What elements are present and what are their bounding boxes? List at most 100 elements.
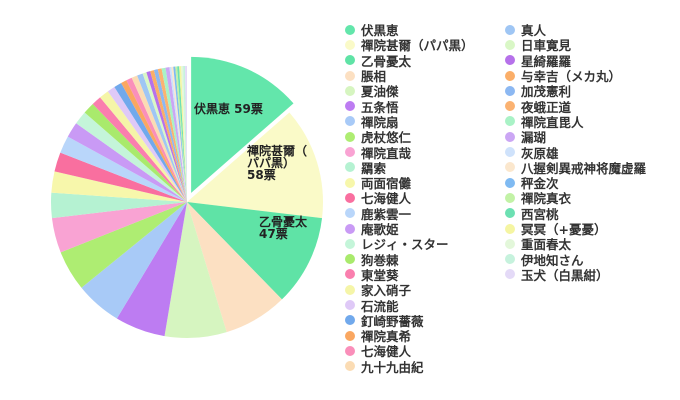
legend-item: レジィ・スター	[345, 236, 474, 253]
legend-swatch-icon	[505, 131, 515, 142]
legend-label: 秤金次	[521, 176, 559, 192]
legend-label: 星綺羅羅	[521, 53, 572, 69]
pie-slice[interactable]	[164, 202, 227, 339]
pie-slice[interactable]	[84, 103, 187, 202]
pie-slice[interactable]	[54, 152, 188, 202]
pie-slice[interactable]	[187, 202, 282, 333]
pie-slice[interactable]	[161, 67, 187, 203]
pie-slice[interactable]	[153, 69, 187, 203]
pie-slice[interactable]	[67, 123, 187, 202]
pie-slice[interactable]	[165, 67, 187, 203]
legend-label: 玉犬（白黒紺）	[521, 267, 609, 283]
pie-slice[interactable]	[76, 112, 187, 202]
legend-label: 西宮桃	[521, 206, 559, 222]
legend-swatch-icon	[505, 208, 515, 219]
pie-slice[interactable]	[173, 66, 187, 202]
legend-item: 脹相	[345, 68, 474, 85]
legend-swatch-icon	[345, 223, 355, 234]
legend-swatch-icon	[505, 70, 515, 81]
pie-slice-label: 伏黒恵 59票	[194, 102, 263, 116]
legend-item: 秤金次	[505, 175, 646, 192]
legend-swatch-icon	[505, 116, 515, 127]
legend-label: 伏黒恵	[361, 23, 399, 39]
legend-swatch-icon	[505, 39, 515, 50]
pie-slice[interactable]	[142, 72, 187, 203]
pie-slice[interactable]	[50, 192, 187, 219]
legend-label: レジィ・スター	[361, 237, 449, 253]
pie-slice[interactable]	[179, 66, 187, 202]
legend-label: 庵歌姫	[361, 222, 399, 238]
legend-swatch-icon	[345, 147, 355, 158]
legend-label: 真人	[521, 23, 547, 39]
legend-swatch-icon	[345, 192, 355, 203]
legend-label: 鹿紫雲一	[361, 206, 412, 222]
pie-slice[interactable]	[116, 202, 187, 337]
legend-swatch-icon	[505, 24, 515, 35]
legend-swatch-icon	[345, 131, 355, 142]
legend-swatch-icon	[345, 361, 355, 372]
legend-swatch-icon	[505, 192, 515, 203]
legend-item: 禪院真衣	[505, 190, 646, 206]
legend-item: 五条悟	[345, 98, 474, 115]
legend-swatch-icon	[345, 330, 355, 341]
pie-slice[interactable]	[183, 66, 187, 202]
legend-item: 漏瑚	[505, 129, 646, 145]
legend-item: 八握剣異戒神将魔虚羅	[505, 160, 646, 176]
pie-slice[interactable]	[92, 97, 187, 202]
pie-slice[interactable]	[51, 171, 187, 202]
pie-slice[interactable]	[146, 71, 187, 202]
pie-slice[interactable]	[185, 65, 187, 203]
pie-slice[interactable]	[177, 66, 187, 202]
legend-column-2: 真人 日車寛見 星綺羅羅 与幸吉（メカ丸） 加茂憲利 夜蛾正道 禪院直毘人 漏瑚 灰原雄 八握剣異…	[505, 22, 646, 283]
pie-slice[interactable]	[181, 66, 187, 202]
legend-label: 夏油傑	[361, 84, 399, 100]
pie-slice[interactable]	[60, 202, 187, 288]
legend-swatch-icon	[505, 238, 515, 249]
legend-item: 禪院扇	[345, 114, 474, 130]
legend-item: 西宮桃	[505, 206, 646, 222]
legend-label: 両面宿儺	[361, 176, 412, 192]
pie-slice[interactable]	[169, 66, 187, 202]
pie-slice[interactable]	[150, 70, 187, 202]
pie-slice[interactable]	[60, 136, 187, 202]
legend-label: 釘崎野薔薇	[361, 313, 424, 329]
legend-label: 灰原雄	[521, 145, 559, 161]
legend-label: 日車寛見	[521, 38, 572, 54]
pie-slice[interactable]	[157, 68, 187, 202]
legend-item: 七海健人	[345, 343, 474, 360]
pie-slice[interactable]	[131, 75, 187, 202]
pie-slice[interactable]	[121, 80, 187, 202]
pie-slice[interactable]	[126, 77, 187, 202]
pie-slice[interactable]	[100, 91, 187, 202]
pie-slice[interactable]	[107, 87, 187, 202]
legend-label: 重面春太	[521, 237, 572, 253]
legend-label: 脹相	[361, 69, 387, 85]
legend-swatch-icon	[345, 101, 355, 112]
legend-label: 七海健人	[361, 344, 412, 360]
pie-slice[interactable]	[51, 202, 188, 253]
pie-slice[interactable]	[81, 202, 187, 319]
pie-slice[interactable]	[187, 202, 323, 300]
pie-slice[interactable]	[114, 83, 187, 202]
legend-item: 石流能	[345, 297, 474, 314]
pie-slice[interactable]	[187, 112, 324, 219]
legend-label: 石流能	[361, 298, 399, 314]
pie-slice-label: 禪院甚爾（ パパ黒） 58票	[247, 144, 308, 182]
legend-item: 東堂葵	[345, 267, 474, 283]
legend-column-1: 伏黒恵 禪院甚爾（パパ黒） 乙骨憂太 脹相 夏油傑 五条悟 禪院扇 虎杖悠仁 禪院直哉 羂索 両面宿…	[345, 22, 474, 375]
pie-slice[interactable]	[175, 66, 187, 202]
legend-item: 庵歌姫	[345, 221, 474, 238]
legend-swatch-icon	[345, 315, 355, 326]
legend-swatch-icon	[505, 223, 515, 234]
legend-label: 禪院直毘人	[521, 114, 584, 130]
legend-label: 禪院真希	[361, 329, 412, 345]
legend-label: 冥冥（+憂憂）	[521, 222, 607, 238]
pie-slice[interactable]	[191, 56, 294, 193]
pie-slice[interactable]	[137, 73, 187, 202]
legend-label: 五条悟	[361, 99, 399, 115]
legend-label: 虎杖悠仁	[361, 130, 412, 146]
legend-item: 星綺羅羅	[505, 53, 646, 69]
pie-slice[interactable]	[171, 66, 187, 202]
legend-label: 乙骨憂太	[361, 53, 412, 69]
